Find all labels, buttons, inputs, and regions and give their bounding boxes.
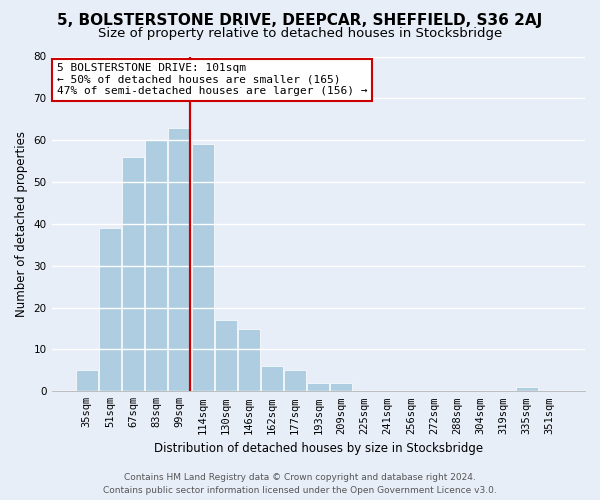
Bar — [331, 383, 352, 392]
Text: 5, BOLSTERSTONE DRIVE, DEEPCAR, SHEFFIELD, S36 2AJ: 5, BOLSTERSTONE DRIVE, DEEPCAR, SHEFFIEL… — [58, 12, 542, 28]
Text: Contains HM Land Registry data © Crown copyright and database right 2024.
Contai: Contains HM Land Registry data © Crown c… — [103, 474, 497, 495]
Bar — [261, 366, 283, 392]
Bar — [515, 387, 538, 392]
Bar — [76, 370, 98, 392]
Text: Size of property relative to detached houses in Stocksbridge: Size of property relative to detached ho… — [98, 28, 502, 40]
Bar — [169, 128, 190, 392]
Bar — [307, 383, 329, 392]
X-axis label: Distribution of detached houses by size in Stocksbridge: Distribution of detached houses by size … — [154, 442, 483, 455]
Bar — [284, 370, 306, 392]
Text: 5 BOLSTERSTONE DRIVE: 101sqm
← 50% of detached houses are smaller (165)
47% of s: 5 BOLSTERSTONE DRIVE: 101sqm ← 50% of de… — [57, 63, 367, 96]
Y-axis label: Number of detached properties: Number of detached properties — [15, 131, 28, 317]
Bar — [191, 144, 214, 392]
Bar — [99, 228, 121, 392]
Bar — [122, 157, 144, 392]
Bar — [145, 140, 167, 392]
Bar — [238, 328, 260, 392]
Bar — [215, 320, 236, 392]
